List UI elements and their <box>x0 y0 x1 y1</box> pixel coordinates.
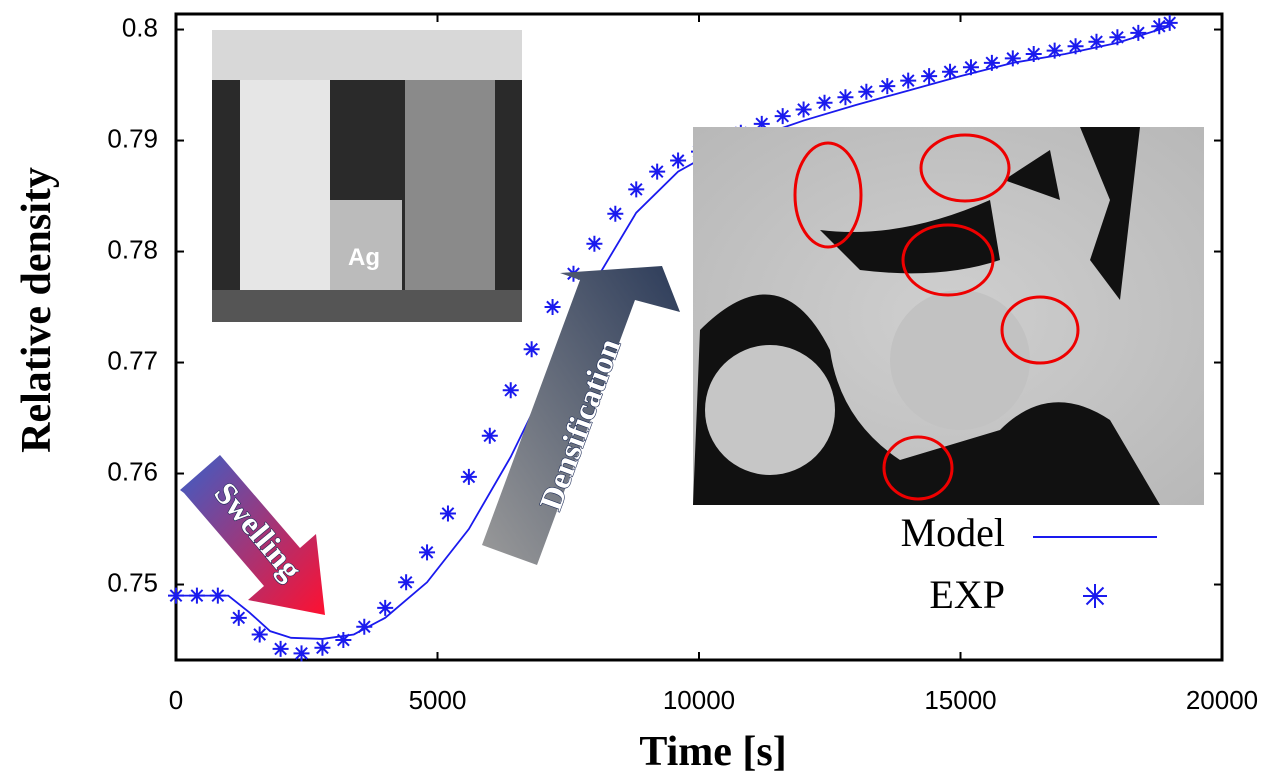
x-tick-label: 5000 <box>409 685 467 715</box>
exp-point <box>251 626 268 643</box>
photo-inset: Ag <box>212 30 522 322</box>
exp-point <box>774 108 791 125</box>
exp-point <box>628 181 645 198</box>
exp-point <box>272 640 289 657</box>
exp-point <box>921 68 938 85</box>
exp-point <box>1151 18 1168 35</box>
exp-point <box>607 205 624 222</box>
exp-point <box>439 505 456 522</box>
exp-point <box>795 101 812 118</box>
exp-point <box>586 235 603 252</box>
exp-point <box>460 468 477 485</box>
exp-point <box>168 587 184 604</box>
y-tick-label: 0.8 <box>122 12 158 42</box>
exp-point <box>481 427 498 444</box>
exp-point <box>983 54 1000 71</box>
exp-point <box>377 599 394 616</box>
exp-point <box>753 115 770 132</box>
exp-point <box>858 83 875 100</box>
legend-label: EXP <box>929 572 1005 617</box>
x-tick-label: 15000 <box>924 685 996 715</box>
x-tick-label: 0 <box>169 685 183 715</box>
exp-point <box>1067 38 1084 55</box>
exp-point <box>544 299 561 316</box>
exp-point <box>942 63 959 80</box>
y-tick-label: 0.75 <box>107 567 158 597</box>
photo-label: Ag <box>348 244 380 271</box>
exp-point <box>1161 14 1178 31</box>
exp-point <box>419 544 436 561</box>
y-tick-label: 0.79 <box>107 123 158 153</box>
exp-point <box>230 609 247 626</box>
exp-point <box>816 94 833 111</box>
x-tick-label: 20000 <box>1186 685 1258 715</box>
exp-point <box>293 645 310 662</box>
y-tick-label: 0.76 <box>107 456 158 486</box>
y-tick-label: 0.77 <box>107 345 158 375</box>
exp-point <box>1046 42 1063 59</box>
exp-point <box>1004 50 1021 67</box>
exp-point <box>670 152 687 169</box>
exp-point <box>900 72 917 89</box>
exp-point <box>837 89 854 106</box>
exp-point <box>356 618 373 635</box>
sem-inset <box>693 127 1204 505</box>
exp-point <box>1109 29 1126 46</box>
exp-point <box>188 587 205 604</box>
exp-point <box>314 639 331 656</box>
y-tick-label: 0.78 <box>107 234 158 264</box>
exp-point <box>1130 24 1147 41</box>
legend-label: Model <box>901 510 1005 555</box>
x-tick-label: 10000 <box>663 685 735 715</box>
exp-point <box>649 163 666 180</box>
exp-point <box>962 59 979 76</box>
plot-area <box>168 12 1224 662</box>
exp-point <box>1025 45 1042 62</box>
exp-point <box>335 632 352 649</box>
y-axis-label: Relative density <box>14 167 60 453</box>
exp-point <box>502 382 519 399</box>
exp-point <box>209 587 226 604</box>
exp-point <box>398 574 415 591</box>
exp-point <box>879 78 896 95</box>
exp-point <box>523 341 540 358</box>
exp-point <box>1088 33 1105 50</box>
legend-swatch <box>1083 584 1107 608</box>
x-axis-label: Time [s] <box>639 729 786 775</box>
legend: Model EXP <box>901 510 1157 617</box>
